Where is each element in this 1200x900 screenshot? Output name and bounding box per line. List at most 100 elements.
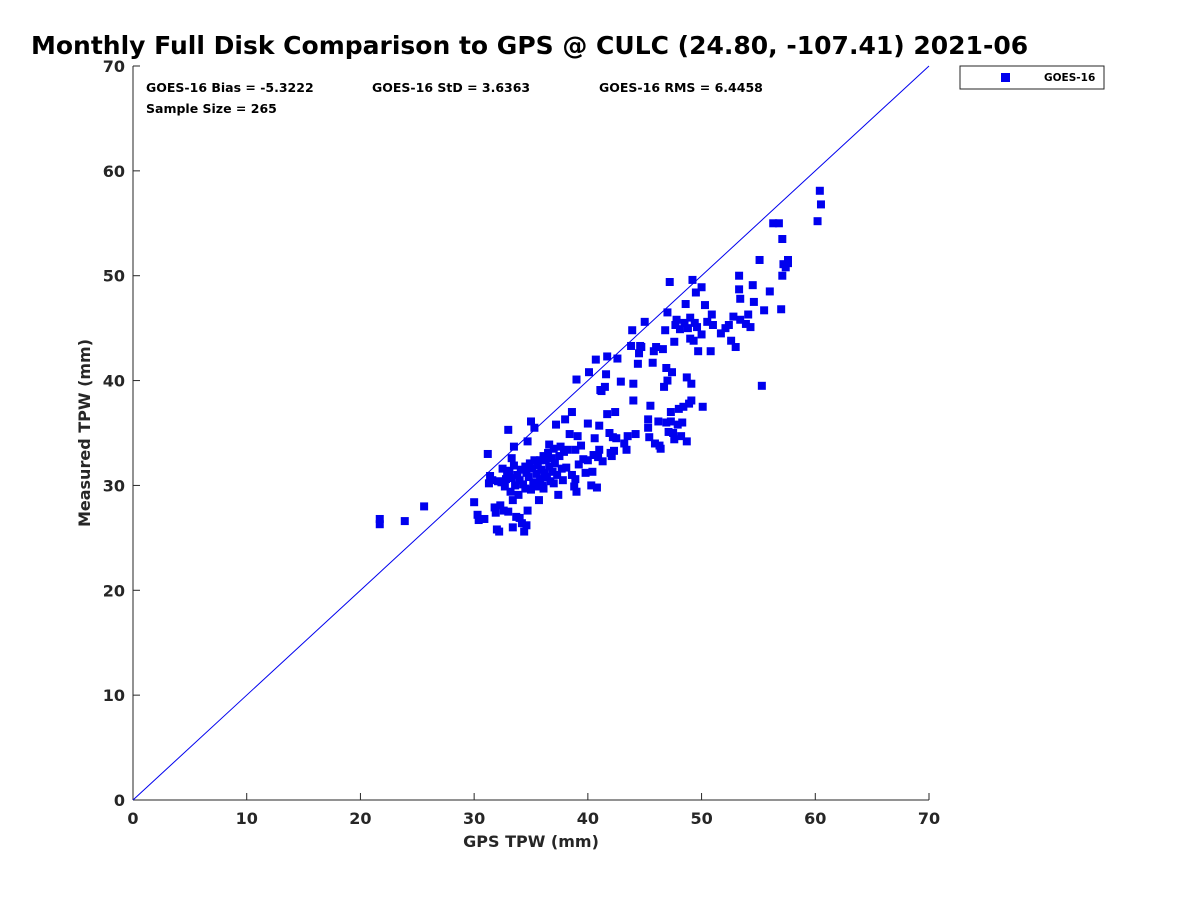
data-point — [746, 323, 755, 332]
data-point — [567, 408, 576, 417]
data-point — [562, 463, 571, 472]
data-point — [813, 217, 822, 226]
x-tick-label: 10 — [236, 809, 258, 828]
data-point — [491, 508, 500, 517]
data-point — [675, 325, 684, 334]
data-point — [529, 478, 538, 487]
data-point — [571, 445, 580, 454]
data-point — [530, 456, 539, 465]
data-point — [735, 285, 744, 294]
chart-title: Monthly Full Disk Comparison to GPS @ CU… — [31, 31, 1028, 60]
data-point — [501, 475, 510, 484]
stat-bias: GOES-16 Bias = -5.3222 — [146, 80, 314, 95]
data-point — [480, 514, 489, 523]
data-point — [613, 354, 622, 363]
data-point — [783, 259, 792, 268]
data-point — [735, 271, 744, 280]
data-point — [637, 343, 646, 352]
data-point — [716, 329, 725, 338]
data-point — [777, 305, 786, 314]
data-point — [620, 439, 629, 448]
data-point — [509, 442, 518, 451]
data-point — [565, 430, 574, 439]
data-point — [545, 462, 554, 471]
data-point — [504, 425, 513, 434]
data-point — [757, 381, 766, 390]
data-point — [652, 343, 661, 352]
stat-rms: GOES-16 RMS = 6.4458 — [599, 80, 763, 95]
data-point — [672, 315, 681, 324]
data-point — [744, 310, 753, 319]
stat-std: GOES-16 StD = 3.6363 — [372, 80, 530, 95]
data-point — [486, 471, 495, 480]
data-point — [616, 377, 625, 386]
data-point — [774, 219, 783, 228]
data-point — [815, 186, 824, 195]
data-point — [514, 490, 523, 499]
data-point — [505, 466, 514, 475]
data-point — [765, 287, 774, 296]
data-point — [679, 402, 688, 411]
data-point — [522, 521, 531, 530]
data-point — [694, 347, 703, 356]
legend: GOES-16 — [959, 65, 1105, 90]
data-point — [595, 445, 604, 454]
data-point — [567, 470, 576, 479]
data-point — [778, 271, 787, 280]
data-point — [683, 324, 692, 333]
data-point — [640, 317, 649, 326]
data-point — [583, 419, 592, 428]
data-point — [509, 461, 518, 470]
data-point — [662, 418, 671, 427]
data-point — [644, 423, 653, 432]
data-point — [533, 461, 542, 470]
y-tick-label: 10 — [103, 686, 125, 705]
data-point — [523, 437, 532, 446]
data-point — [511, 481, 520, 490]
data-point — [587, 481, 596, 490]
data-point — [499, 506, 508, 515]
data-point — [536, 475, 545, 484]
data-point — [516, 465, 525, 474]
data-point — [594, 453, 603, 462]
data-point — [769, 219, 778, 228]
data-point — [697, 283, 706, 292]
data-point — [488, 476, 497, 485]
data-point — [749, 297, 758, 306]
data-point — [631, 430, 640, 439]
data-point — [571, 475, 580, 484]
data-point — [708, 320, 717, 329]
data-point — [584, 368, 593, 377]
data-point — [473, 510, 482, 519]
data-point — [664, 427, 673, 436]
x-tick-label: 40 — [577, 809, 599, 828]
data-point — [755, 255, 764, 264]
data-point — [633, 359, 642, 368]
data-point — [671, 320, 680, 329]
data-point — [668, 368, 677, 377]
y-tick-label: 40 — [103, 372, 125, 391]
data-point — [598, 457, 607, 466]
data-point — [553, 470, 562, 479]
data-point — [507, 474, 516, 483]
data-point — [563, 445, 572, 454]
data-point — [577, 441, 586, 450]
data-point — [539, 452, 548, 461]
data-point — [549, 444, 558, 453]
data-point — [527, 485, 535, 494]
data-point — [554, 490, 563, 499]
data-point — [656, 444, 665, 453]
data-point — [602, 370, 611, 379]
data-point — [540, 468, 549, 477]
data-point — [595, 421, 604, 430]
data-point — [682, 437, 691, 446]
data-point — [497, 478, 506, 487]
data-point — [622, 445, 631, 454]
data-point — [496, 501, 505, 510]
data-point — [507, 454, 516, 463]
data-point — [690, 318, 699, 327]
data-point — [527, 417, 535, 426]
data-point — [605, 429, 614, 437]
data-point — [561, 415, 570, 424]
